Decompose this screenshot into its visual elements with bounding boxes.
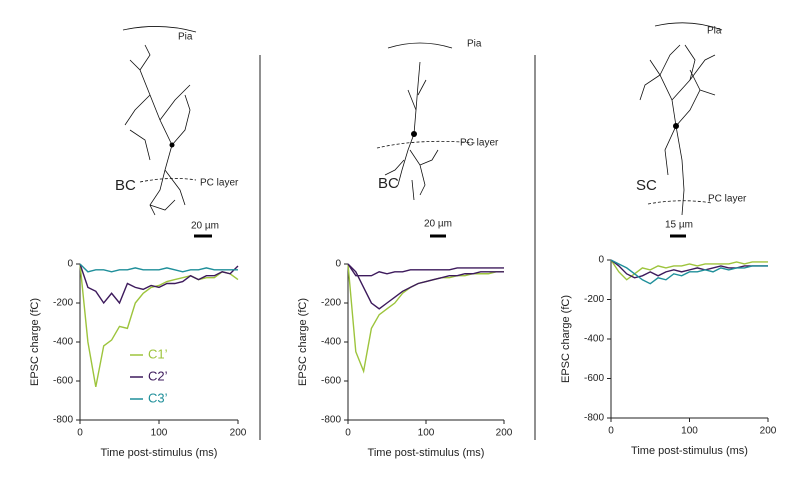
- y-tick-label: -200: [53, 298, 73, 309]
- annotation: PC layer: [708, 194, 747, 205]
- x-tick-label: 100: [418, 428, 435, 439]
- series-line: [610, 259, 768, 285]
- y-tick-label: 0: [67, 259, 73, 270]
- y-tick-label: -200: [584, 294, 604, 305]
- annotation: Pia: [178, 32, 193, 43]
- x-tick-label: 200: [496, 428, 513, 439]
- annotation: 20 µm: [424, 219, 452, 230]
- legend-label: C3’: [148, 390, 168, 405]
- series-line: [347, 263, 504, 277]
- y-tick-label: -200: [321, 298, 341, 309]
- pia-line: [654, 22, 723, 31]
- annotation: Pia: [467, 39, 482, 50]
- y-tick-label: -600: [321, 376, 341, 387]
- x-axis-label: Time post-stimulus (ms): [631, 445, 748, 457]
- y-tick-label: -600: [53, 376, 73, 387]
- y-tick-label: -400: [584, 334, 604, 345]
- annotation: Pia: [707, 26, 722, 37]
- y-tick-label: 0: [335, 259, 341, 270]
- y-axis-label: EPSC charge (fC): [297, 298, 309, 386]
- annotation: PC layer: [200, 178, 239, 189]
- series-line: [79, 263, 238, 273]
- neuron-drawing: [124, 44, 191, 216]
- y-axis-label: EPSC charge (fC): [560, 295, 572, 383]
- y-tick-label: -800: [53, 415, 73, 426]
- x-tick-label: 200: [230, 428, 247, 439]
- neuron-drawing: [384, 61, 439, 201]
- y-tick-label: -400: [321, 337, 341, 348]
- series-line: [347, 263, 504, 374]
- y-tick-label: -800: [321, 415, 341, 426]
- annotation: 15 µm: [665, 220, 693, 231]
- legend-label: C2’: [148, 368, 168, 383]
- x-axis-label: Time post-stimulus (ms): [101, 447, 218, 459]
- series-line: [79, 263, 239, 305]
- series-line: [610, 259, 768, 281]
- x-tick-label: 0: [345, 428, 351, 439]
- x-tick-label: 100: [151, 428, 168, 439]
- series-line: [610, 259, 768, 279]
- pia-line: [387, 42, 453, 49]
- annotation: PC layer: [460, 138, 499, 149]
- soma: [169, 142, 175, 148]
- x-axis-label: Time post-stimulus (ms): [368, 447, 485, 459]
- pc-layer-line: [376, 140, 476, 149]
- series-line: [79, 263, 239, 387]
- pc-layer-line: [647, 200, 713, 205]
- series-line: [347, 263, 504, 310]
- y-tick-label: -800: [584, 413, 604, 424]
- x-tick-label: 0: [77, 428, 83, 439]
- annotation: SC: [636, 177, 657, 194]
- soma: [673, 123, 679, 129]
- x-tick-label: 0: [608, 426, 614, 437]
- x-tick-label: 100: [681, 426, 698, 437]
- y-tick-label: 0: [598, 255, 604, 266]
- legend-label: C1’: [148, 346, 168, 361]
- annotation: BC: [378, 175, 399, 192]
- y-tick-label: -600: [584, 373, 604, 384]
- pia-line: [122, 26, 197, 33]
- neuron-drawing: [639, 44, 716, 216]
- y-tick-label: -400: [53, 337, 73, 348]
- annotation: BC: [115, 177, 136, 194]
- pc-layer-line: [139, 178, 197, 183]
- annotation: 20 µm: [191, 221, 219, 232]
- soma: [411, 131, 417, 137]
- x-tick-label: 200: [760, 426, 777, 437]
- y-axis-label: EPSC charge (fC): [29, 298, 41, 386]
